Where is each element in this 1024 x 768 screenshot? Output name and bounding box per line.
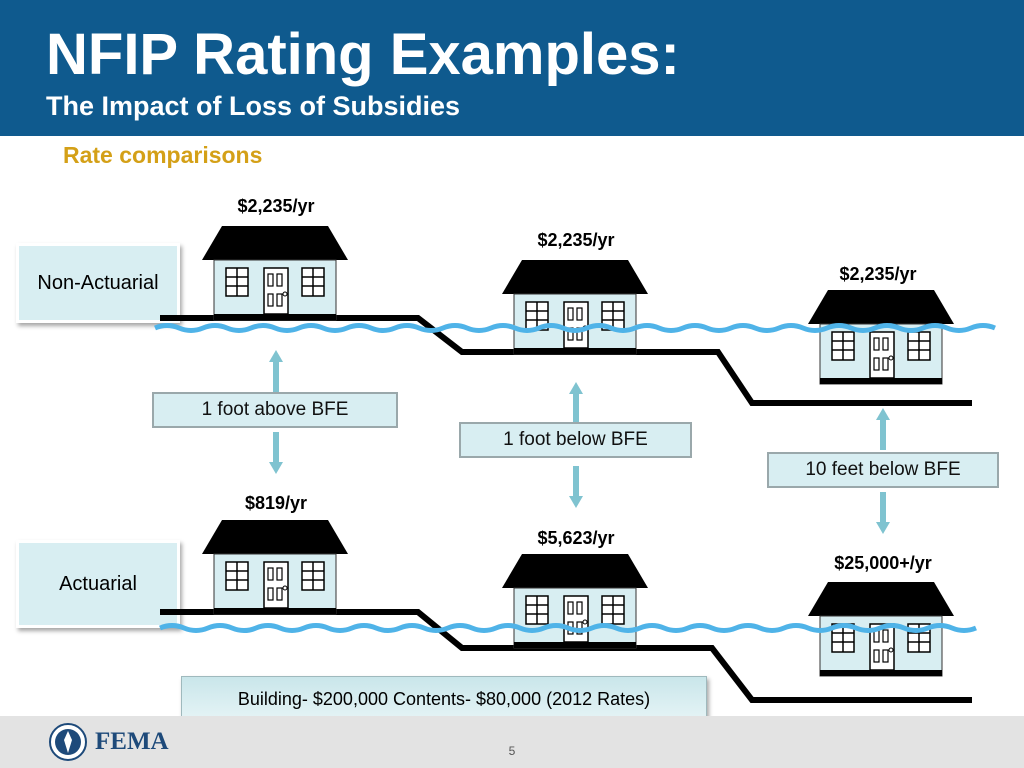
non-actuarial-label: Non-Actuarial [16, 243, 180, 323]
elevation-label-3: 10 feet below BFE [767, 452, 999, 488]
actuarial-label: Actuarial [16, 540, 180, 628]
price-actuarial-2: $5,623/yr [537, 528, 615, 548]
footer-bar [0, 716, 1024, 768]
elevation-label-2: 1 foot below BFE [459, 422, 692, 458]
price-non-actuarial-2: $2,235/yr [537, 230, 615, 250]
header-bar [0, 0, 1024, 136]
price-actuarial-1: $819/yr [244, 493, 308, 513]
page-subtitle: The Impact of Loss of Subsidies [46, 91, 461, 121]
house-icon [201, 519, 349, 615]
coverage-note: Building- $200,000 Contents- $80,000 (20… [181, 676, 707, 722]
page-title: NFIP Rating Examples: [46, 22, 680, 87]
house-icon [201, 225, 349, 321]
price-non-actuarial-3: $2,235/yr [839, 264, 917, 284]
fema-seal-icon [49, 723, 87, 761]
house-icon [807, 289, 955, 385]
elevation-label-1: 1 foot above BFE [152, 392, 398, 428]
fema-logo-text: FEMA [95, 728, 169, 755]
price-actuarial-3: $25,000+/yr [834, 553, 932, 573]
page-number: 5 [508, 744, 516, 758]
house-icon [501, 553, 649, 649]
price-non-actuarial-1: $2,235/yr [237, 196, 315, 216]
water-line-top [154, 323, 996, 333]
water-line-bottom [159, 623, 977, 633]
house-icon [501, 259, 649, 355]
section-label: Rate comparisons [63, 142, 263, 168]
